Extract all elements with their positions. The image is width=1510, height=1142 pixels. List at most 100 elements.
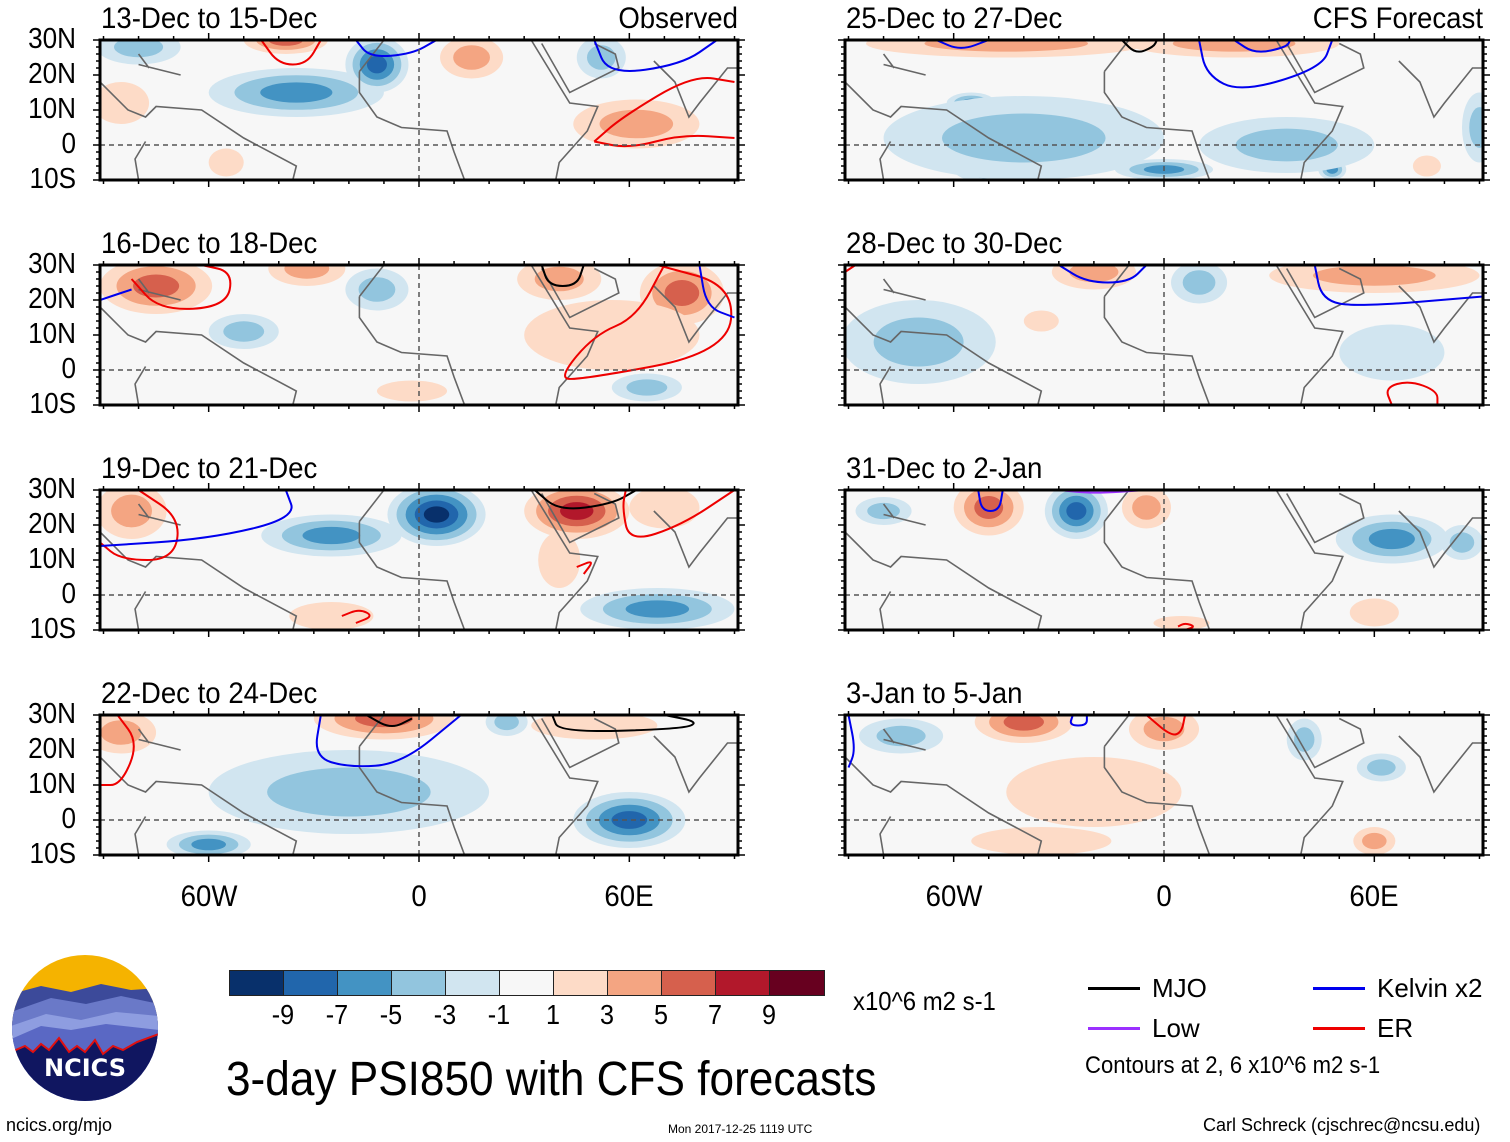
- positive-anomaly: [1153, 616, 1210, 630]
- contour-kelvin-x2: [977, 490, 1004, 513]
- map-panel: [93, 33, 745, 187]
- negative-anomaly: [1293, 727, 1315, 752]
- legend-label: ER: [1377, 1013, 1414, 1043]
- negative-anomaly: [1449, 532, 1475, 553]
- legend-note: Contours at 2, 6 x10^6 m2 s-1: [1085, 1052, 1381, 1079]
- positive-anomaly: [1312, 265, 1436, 286]
- negative-anomaly: [191, 838, 226, 851]
- colorbar-swatch: [446, 971, 500, 995]
- negative-anomaly: [1469, 107, 1483, 148]
- contour-er: [564, 265, 733, 380]
- lat-tick-label: 30N: [28, 248, 76, 280]
- contour-kelvin-x2: [1198, 40, 1334, 89]
- lon-tick-label: 0: [1156, 880, 1172, 913]
- coastlines: [100, 40, 738, 180]
- positive-anomaly: [1003, 715, 1044, 731]
- panel-title: 31-Dec to 2-Jan: [846, 452, 1043, 485]
- lon-tick-label: 0: [411, 880, 427, 913]
- lat-tick-label: 20N: [28, 283, 76, 315]
- negative-anomaly: [358, 277, 396, 302]
- contour-mjo: [1121, 40, 1158, 53]
- lat-tick-label: 10N: [28, 768, 76, 800]
- panel-title: 16-Dec to 18-Dec: [101, 227, 318, 260]
- legend-label: MJO: [1152, 973, 1207, 1003]
- colorbar-swatch: [716, 971, 770, 995]
- contour-mjo: [540, 265, 585, 288]
- colorbar-swatch: [230, 971, 284, 995]
- map-panel: [93, 258, 745, 412]
- negative-anomaly: [423, 506, 450, 523]
- map-panel: [93, 708, 745, 862]
- colorbar-swatch: [338, 971, 392, 995]
- colorbar-swatch: [500, 971, 554, 995]
- panel-tag: Observed: [618, 2, 738, 35]
- map-panel: [838, 33, 1490, 187]
- contour-kelvin-x2: [847, 715, 855, 768]
- lat-tick-label: 0: [61, 353, 76, 385]
- contour-kelvin-x2: [593, 40, 718, 72]
- negative-anomaly: [223, 321, 265, 342]
- positive-anomaly: [629, 490, 700, 529]
- colorbar-label: 9: [761, 999, 777, 1030]
- positive-anomaly: [1023, 310, 1059, 332]
- contour-er: [1177, 622, 1194, 630]
- coastlines: [100, 490, 738, 630]
- lat-tick-label: 10S: [29, 838, 76, 870]
- panel-title: 22-Dec to 24-Dec: [101, 677, 318, 710]
- lat-tick-label: 20N: [28, 58, 76, 90]
- panel-title: 3-Jan to 5-Jan: [846, 677, 1023, 710]
- lat-tick-label: 0: [61, 128, 76, 160]
- contour-kelvin-x2: [1233, 40, 1292, 53]
- negative-anomaly: [941, 113, 1106, 163]
- positive-anomaly: [1349, 598, 1399, 627]
- legend-item: Kelvin x2: [1313, 973, 1483, 1004]
- colorbar-label: 3: [599, 999, 615, 1030]
- contour-er: [341, 609, 371, 624]
- lat-tick-label: 10S: [29, 613, 76, 645]
- negative-anomaly: [267, 767, 431, 817]
- colorbar-label: -9: [271, 999, 295, 1030]
- lat-tick-label: 10N: [28, 93, 76, 125]
- negative-anomaly: [1339, 324, 1445, 381]
- contour-kelvin-x2: [355, 40, 438, 58]
- colorbar-swatch: [554, 971, 608, 995]
- colorbar-label: -5: [379, 999, 403, 1030]
- negative-anomaly: [260, 82, 333, 103]
- positive-anomaly: [289, 602, 374, 630]
- colorbar-units: x10^6 m2 s-1: [853, 986, 996, 1016]
- coastlines: [100, 265, 738, 405]
- colorbar-swatch: [608, 971, 662, 995]
- legend-line-swatch: [1088, 987, 1140, 990]
- negative-anomaly: [625, 600, 690, 618]
- contour-er: [260, 40, 322, 66]
- contour-er: [1145, 715, 1187, 736]
- colorbar-swatch: [284, 971, 338, 995]
- footer-author: Carl Schreck (cjschrec@ncsu.edu): [1203, 1115, 1481, 1135]
- lat-tick-label: 10S: [29, 388, 76, 420]
- coastlines: [845, 40, 1483, 180]
- contour-kelvin-x2: [100, 490, 293, 547]
- colorbar: [229, 970, 825, 996]
- contour-er: [1386, 381, 1439, 405]
- panel-tag: CFS Forecast: [1312, 2, 1483, 35]
- negative-anomaly: [494, 715, 519, 731]
- map-panel: [838, 708, 1490, 862]
- positive-anomaly: [924, 40, 1089, 52]
- colorbar-label: -1: [487, 999, 511, 1030]
- lat-tick-label: 20N: [28, 508, 76, 540]
- contour-kelvin-x2: [1313, 265, 1483, 306]
- coastlines: [845, 715, 1483, 855]
- positive-anomaly: [560, 502, 594, 520]
- contour-er: [576, 561, 592, 575]
- positive-anomaly: [1006, 757, 1182, 827]
- contour-er: [100, 715, 135, 786]
- negative-anomaly: [1367, 759, 1396, 776]
- contour-er: [130, 265, 232, 310]
- lat-tick-label: 20N: [28, 733, 76, 765]
- positive-anomaly: [599, 109, 674, 139]
- positive-anomaly: [376, 380, 448, 402]
- footer-timestamp: Mon 2017-12-25 1119 UTC: [668, 1122, 813, 1136]
- lat-tick-label: 0: [61, 803, 76, 835]
- positive-anomaly: [1412, 155, 1441, 177]
- positive-anomaly: [453, 45, 490, 70]
